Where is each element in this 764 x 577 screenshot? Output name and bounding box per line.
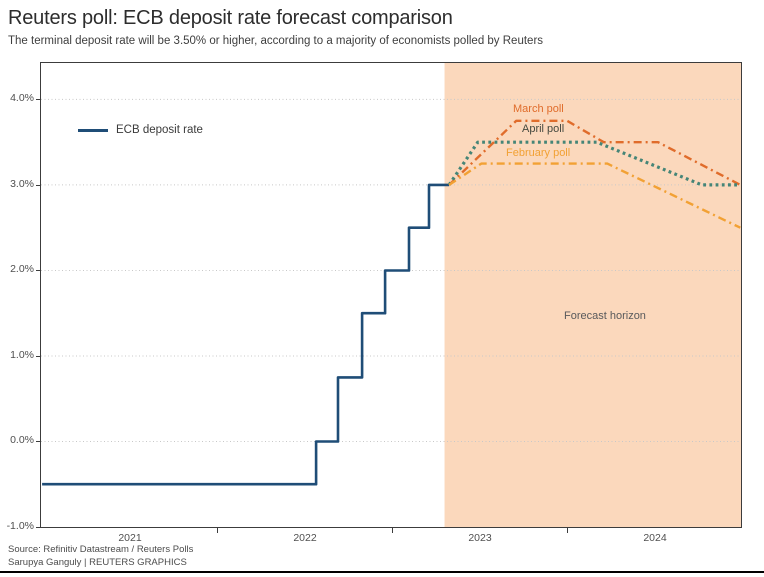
y-axis-tick: [36, 441, 40, 442]
x-axis-label: 2021: [118, 532, 142, 544]
y-axis-label: 2.0%: [10, 263, 34, 275]
page-subtitle: The terminal deposit rate will be 3.50% …: [8, 35, 544, 47]
y-axis-tick: [36, 356, 40, 357]
legend-line-swatch: [78, 128, 108, 132]
y-axis-tick: [36, 185, 40, 186]
legend: ECB deposit rate: [78, 124, 203, 136]
page-title: Reuters poll: ECB deposit rate forecast …: [8, 7, 453, 29]
y-axis-label: 3.0%: [10, 178, 34, 190]
y-axis-label: 0.0%: [10, 434, 34, 446]
x-axis-tick: [217, 528, 218, 533]
y-axis-tick: [36, 527, 40, 528]
y-axis-tick: [36, 270, 40, 271]
x-axis-label: 2024: [643, 532, 667, 544]
april-poll-label: April poll: [522, 123, 565, 135]
y-axis-label: -1.0%: [6, 520, 34, 532]
y-axis-label: 4.0%: [10, 92, 34, 104]
x-axis-tick: [567, 528, 568, 533]
credit-text: Sarupya Ganguly | REUTERS GRAPHICS: [8, 557, 187, 568]
y-axis-tick: [36, 99, 40, 100]
bottom-rule: [0, 571, 764, 573]
x-axis-label: 2022: [293, 532, 317, 544]
series-february-poll: [448, 162, 741, 229]
forecast-horizon-label: Forecast horizon: [564, 310, 646, 322]
series-march-poll: [448, 119, 741, 186]
february-poll-label: February poll: [506, 147, 571, 159]
x-axis-tick: [392, 528, 393, 533]
x-axis-label: 2023: [468, 532, 492, 544]
chart-canvas: [41, 63, 741, 527]
series-ecb-deposit-rate: [42, 183, 450, 486]
plot-area-border: [40, 62, 742, 528]
source-text: Source: Refinitiv Datastream / Reuters P…: [8, 544, 194, 555]
y-axis-label: 1.0%: [10, 349, 34, 361]
legend-label: ECB deposit rate: [116, 124, 203, 136]
forecast-region: [444, 63, 741, 527]
march-poll-label: March poll: [513, 103, 564, 115]
